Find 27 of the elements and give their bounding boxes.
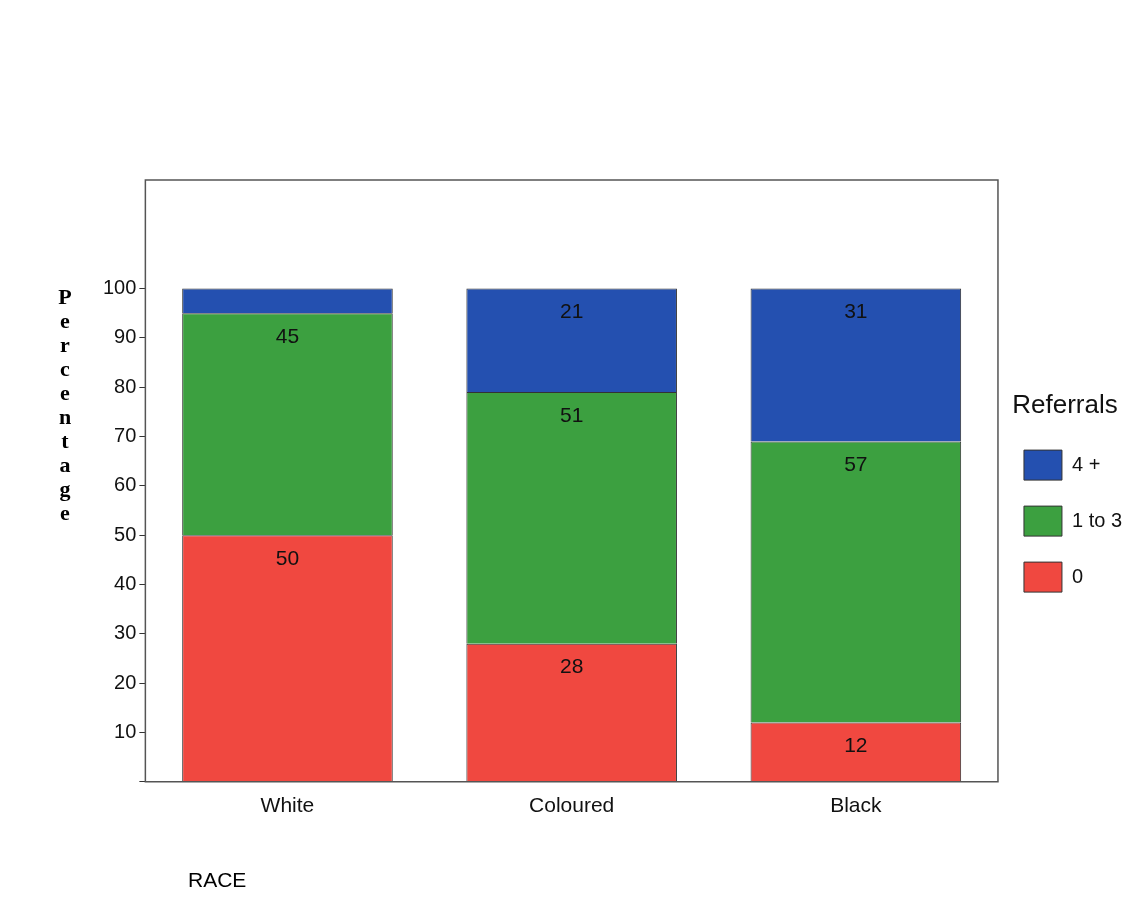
y-tick-label: 100: [102, 276, 137, 299]
data-label: 28: [559, 654, 584, 678]
y-tick-label: 90: [114, 325, 137, 348]
y-tick-label: 70: [114, 424, 137, 447]
y-tick-label: 30: [114, 621, 137, 644]
legend-label: 0: [1071, 564, 1084, 587]
y-tick-label: 10: [114, 719, 137, 742]
x-tick-label: White: [260, 793, 315, 817]
y-tick-label: 20: [114, 670, 137, 693]
x-tick-label: Coloured: [529, 793, 615, 817]
y-tick-label: 80: [114, 374, 137, 397]
text: Percentage: [58, 284, 72, 525]
legend-label: 1 to 3: [1071, 508, 1123, 531]
data-label: 50: [275, 545, 300, 569]
legend-label: 4 +: [1071, 452, 1101, 475]
data-label: 51: [559, 402, 584, 426]
y-tick-label: 60: [114, 473, 137, 496]
data-label: 45: [275, 323, 300, 347]
legend-title: Referrals: [1012, 389, 1118, 420]
data-label: 31: [844, 299, 868, 323]
y-tick-label: 40: [114, 572, 137, 594]
data-label: 57: [844, 452, 868, 476]
x-axis-title: RACE: [188, 868, 247, 892]
data-label: 21: [559, 299, 584, 323]
data-label: 12: [844, 733, 868, 757]
x-tick-label: Black: [830, 793, 883, 817]
y-tick-label: 50: [114, 522, 137, 545]
